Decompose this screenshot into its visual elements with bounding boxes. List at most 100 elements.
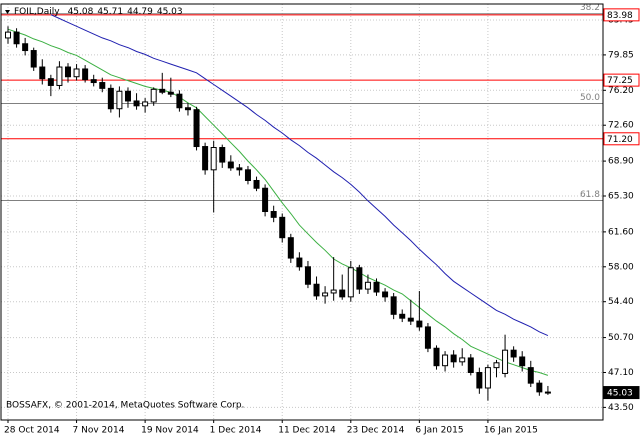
ohlc-value: 45.08 <box>68 7 94 17</box>
candle-body <box>450 354 457 363</box>
candle-body <box>519 356 526 367</box>
candle-body <box>176 93 183 109</box>
candle-body <box>210 147 217 171</box>
price-box <box>603 8 640 22</box>
y-tick-label: 54.40 <box>608 297 634 307</box>
candle-body <box>227 161 234 169</box>
candle-body <box>22 43 29 52</box>
x-tick-label: 6 Jan 2015 <box>415 426 463 436</box>
price-label: 45.03 <box>607 389 633 399</box>
header-icon <box>5 10 10 14</box>
candle-body <box>476 371 483 389</box>
candle-body <box>330 289 337 294</box>
y-tick-label: 68.90 <box>608 157 634 167</box>
x-tick-label: 7 Nov 2014 <box>73 426 125 436</box>
y-tick-label: 61.60 <box>608 227 634 237</box>
candle-body <box>536 382 543 393</box>
candle-body <box>193 109 200 148</box>
candle-body <box>39 66 46 80</box>
candle-body <box>459 357 466 363</box>
price-label: 71.20 <box>607 135 633 145</box>
y-tick-label: 79.85 <box>608 50 634 60</box>
candle-body <box>90 79 97 84</box>
y-tick-label: 58.00 <box>608 262 634 272</box>
candle-body <box>159 88 166 93</box>
candle-body <box>442 354 449 367</box>
candle-body <box>484 367 491 389</box>
candle-body <box>433 347 440 367</box>
candle-body <box>262 187 269 213</box>
y-tick-label: 47.10 <box>608 368 634 378</box>
candle-body <box>322 292 329 297</box>
fib-label: 38.2 <box>580 3 600 13</box>
candle-body <box>82 68 89 81</box>
candle-body <box>279 216 286 239</box>
fib-label: 61.8 <box>580 190 600 200</box>
x-tick-label: 23 Dec 2014 <box>347 426 405 436</box>
y-tick-label: 65.30 <box>608 192 634 202</box>
candle-body <box>133 100 140 107</box>
candle-body <box>407 317 414 322</box>
candle-body <box>424 326 431 349</box>
price-box <box>603 386 640 400</box>
chart-title: FOIL,Daily 45.08 45.71 44.79 45.03 <box>14 7 183 17</box>
candle-body <box>270 211 277 218</box>
price-label: 77.25 <box>607 76 633 86</box>
candle-body <box>142 101 149 107</box>
candle-body <box>339 289 346 298</box>
x-tick-label: 1 Dec 2014 <box>210 426 262 436</box>
candle-body <box>493 362 500 369</box>
candle-body <box>56 66 63 86</box>
ohlc-value: 44.79 <box>127 7 153 17</box>
y-tick-label: 76.20 <box>608 86 634 96</box>
candle-body <box>287 237 294 259</box>
candle-body <box>99 82 106 89</box>
ohlc-value: 45.71 <box>97 7 123 17</box>
candle-body <box>544 391 551 394</box>
price-box <box>603 73 640 87</box>
candle-body <box>502 349 509 374</box>
candle-body <box>202 146 209 171</box>
candle-body <box>296 257 303 268</box>
candle-body <box>64 66 71 78</box>
candle-body <box>364 281 371 290</box>
candle-body <box>467 357 474 373</box>
x-tick-label: 19 Nov 2014 <box>141 426 199 436</box>
ohlc-value: 45.03 <box>157 7 183 17</box>
candle-body <box>167 91 174 95</box>
candle-body <box>73 68 80 78</box>
y-tick-label: 72.60 <box>608 121 634 131</box>
y-tick-label: 43.50 <box>608 403 634 413</box>
candle-body <box>116 90 123 110</box>
candle-body <box>382 291 389 298</box>
candle-body <box>399 313 406 319</box>
candle-body <box>510 349 517 358</box>
candle-body <box>347 267 354 298</box>
y-tick-label: 50.70 <box>608 333 634 343</box>
candle-body <box>47 78 54 86</box>
x-tick-label: 28 Oct 2014 <box>4 426 60 436</box>
candle-body <box>150 88 157 103</box>
candle-body <box>30 50 37 68</box>
x-tick-label: 11 Dec 2014 <box>278 426 336 436</box>
candle-body <box>527 367 534 384</box>
candle-body <box>244 169 251 181</box>
candle-body <box>373 281 380 293</box>
price-box <box>603 132 640 146</box>
candle-body <box>107 87 114 110</box>
candle-body <box>253 179 260 189</box>
plot-frame <box>0 3 604 421</box>
symbol-name: FOIL,Daily <box>14 7 60 17</box>
candle-body <box>219 147 226 163</box>
candle-body <box>416 320 423 328</box>
moving-average <box>50 14 549 337</box>
candle-body <box>313 283 320 297</box>
candle-body <box>13 31 20 45</box>
candle-body <box>184 107 191 111</box>
candle-body <box>356 267 363 290</box>
candle-body <box>236 167 243 171</box>
candle-body <box>304 266 311 285</box>
x-tick-label: 16 Jan 2015 <box>484 426 538 436</box>
